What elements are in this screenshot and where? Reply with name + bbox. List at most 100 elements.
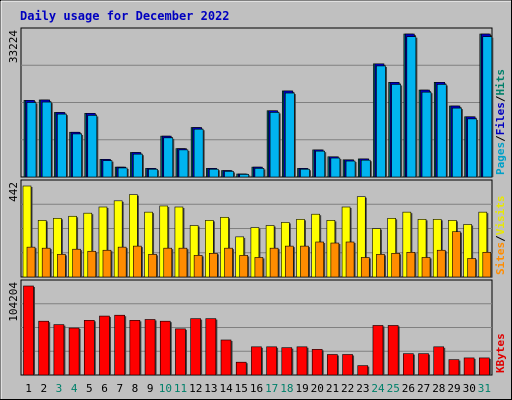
bar-sites-day-14 [224,247,233,278]
side-label-part: Pages [494,142,507,175]
bar-pages-day-20 [315,150,325,178]
bar-kbytes-day-25 [387,325,399,376]
bar-kbytes-day-29 [448,359,460,376]
bar-sites-day-15 [239,255,249,278]
bar-sites-day-31 [482,251,492,278]
bar-kbytes-day-3 [53,324,65,376]
side-label-part: KBytes [494,333,507,373]
bar-sites-day-27 [421,257,431,278]
bar-pages-day-1 [26,102,37,178]
bar-pages-day-18 [284,92,295,178]
x-tick-label-19: 19 [295,382,308,395]
bar-sites-day-25 [391,253,400,278]
x-tick-label-8: 8 [132,382,139,395]
bar-kbytes-day-16 [251,346,262,376]
bar-sites-day-19 [300,245,309,278]
bar-sites-day-5 [87,250,97,278]
x-tick-label-5: 5 [86,382,93,395]
bar-kbytes-day-6 [99,315,110,376]
bar-kbytes-day-13 [205,318,217,376]
bar-sites-day-18 [284,245,294,278]
bar-sites-day-28 [436,249,446,278]
bar-pages-day-9 [148,168,158,178]
bar-pages-day-27 [421,91,432,178]
bar-sites-day-10 [163,247,173,278]
bar-pages-day-12 [193,128,204,178]
bar-sites-day-12 [193,255,203,278]
side-label-part: / [494,235,507,242]
bar-kbytes-day-5 [83,320,95,376]
side-label-hits: Pages/Files/Hits [494,69,507,175]
side-label-part: / [494,135,507,142]
bar-sites-day-22 [345,241,355,278]
x-tick-label-15: 15 [235,382,248,395]
bar-pages-day-23 [360,159,371,178]
bar-pages-day-24 [376,65,386,178]
bar-sites-day-30 [467,258,476,278]
x-tick-label-24: 24 [371,382,385,395]
bar-pages-day-28 [436,84,447,178]
bar-pages-day-4 [72,133,82,178]
x-tick-label-30: 30 [463,382,476,395]
bar-pages-day-26 [406,36,417,178]
bar-kbytes-day-27 [418,353,429,376]
bar-pages-day-2 [41,101,52,178]
x-tick-label-1: 1 [25,382,32,395]
bar-sites-day-2 [41,247,51,278]
side-label-visits: Sites/Visits [494,196,507,276]
bar-kbytes-day-24 [372,325,384,376]
bar-kbytes-day-22 [342,354,353,376]
bar-sites-day-13 [209,253,218,278]
bar-sites-day-4 [72,248,81,278]
side-label-part: Sites [494,242,507,275]
bar-pages-day-7 [117,167,128,178]
bar-sites-day-26 [406,251,416,278]
bar-sites-day-17 [269,247,279,278]
bar-pages-day-14 [224,171,234,178]
side-label-kbytes: KBytes [494,333,507,373]
bar-pages-day-3 [57,113,67,178]
bar-pages-day-30 [467,118,477,178]
x-tick-label-11: 11 [174,382,187,395]
bar-pages-day-25 [391,84,401,178]
side-label-part: Visits [494,196,507,236]
x-tick-label-23: 23 [356,382,369,395]
panel-visits: 442 Sites/Visits [7,179,507,278]
side-label-part: / [494,95,507,102]
bar-pages-day-22 [345,160,356,178]
x-tick-label-26: 26 [402,382,415,395]
x-tick-label-9: 9 [147,382,154,395]
x-tick-label-22: 22 [341,382,354,395]
bar-pages-day-5 [87,115,98,178]
bar-kbytes-day-2 [38,320,49,376]
x-tick-label-16: 16 [250,382,263,395]
bar-sites-day-1 [26,246,36,278]
bar-kbytes-day-17 [266,346,277,376]
x-tick-label-13: 13 [204,382,217,395]
bar-sites-day-21 [330,242,340,278]
bar-pages-day-29 [452,107,462,178]
bar-pages-day-21 [330,157,341,178]
bar-sites-day-23 [360,257,370,278]
bar-pages-day-8 [133,153,143,178]
x-tick-label-27: 27 [417,382,430,395]
bar-kbytes-day-19 [296,346,308,376]
side-label-part: Files [494,102,507,135]
bar-kbytes-day-4 [68,327,80,376]
x-tick-label-7: 7 [116,382,123,395]
x-tick-label-2: 2 [40,382,47,395]
bar-sites-day-3 [57,254,66,278]
bar-kbytes-day-9 [144,319,156,376]
x-tick-label-10: 10 [159,382,172,395]
bar-pages-day-31 [482,36,493,178]
y-max-label-kbytes: 104204 [7,282,20,322]
x-tick-label-14: 14 [219,382,233,395]
y-max-label-visits: 442 [7,182,20,202]
x-tick-label-12: 12 [189,382,202,395]
bar-sites-day-11 [178,247,188,278]
bar-kbytes-day-7 [114,314,125,376]
bar-sites-day-16 [254,257,264,278]
bar-kbytes-day-31 [479,357,490,376]
